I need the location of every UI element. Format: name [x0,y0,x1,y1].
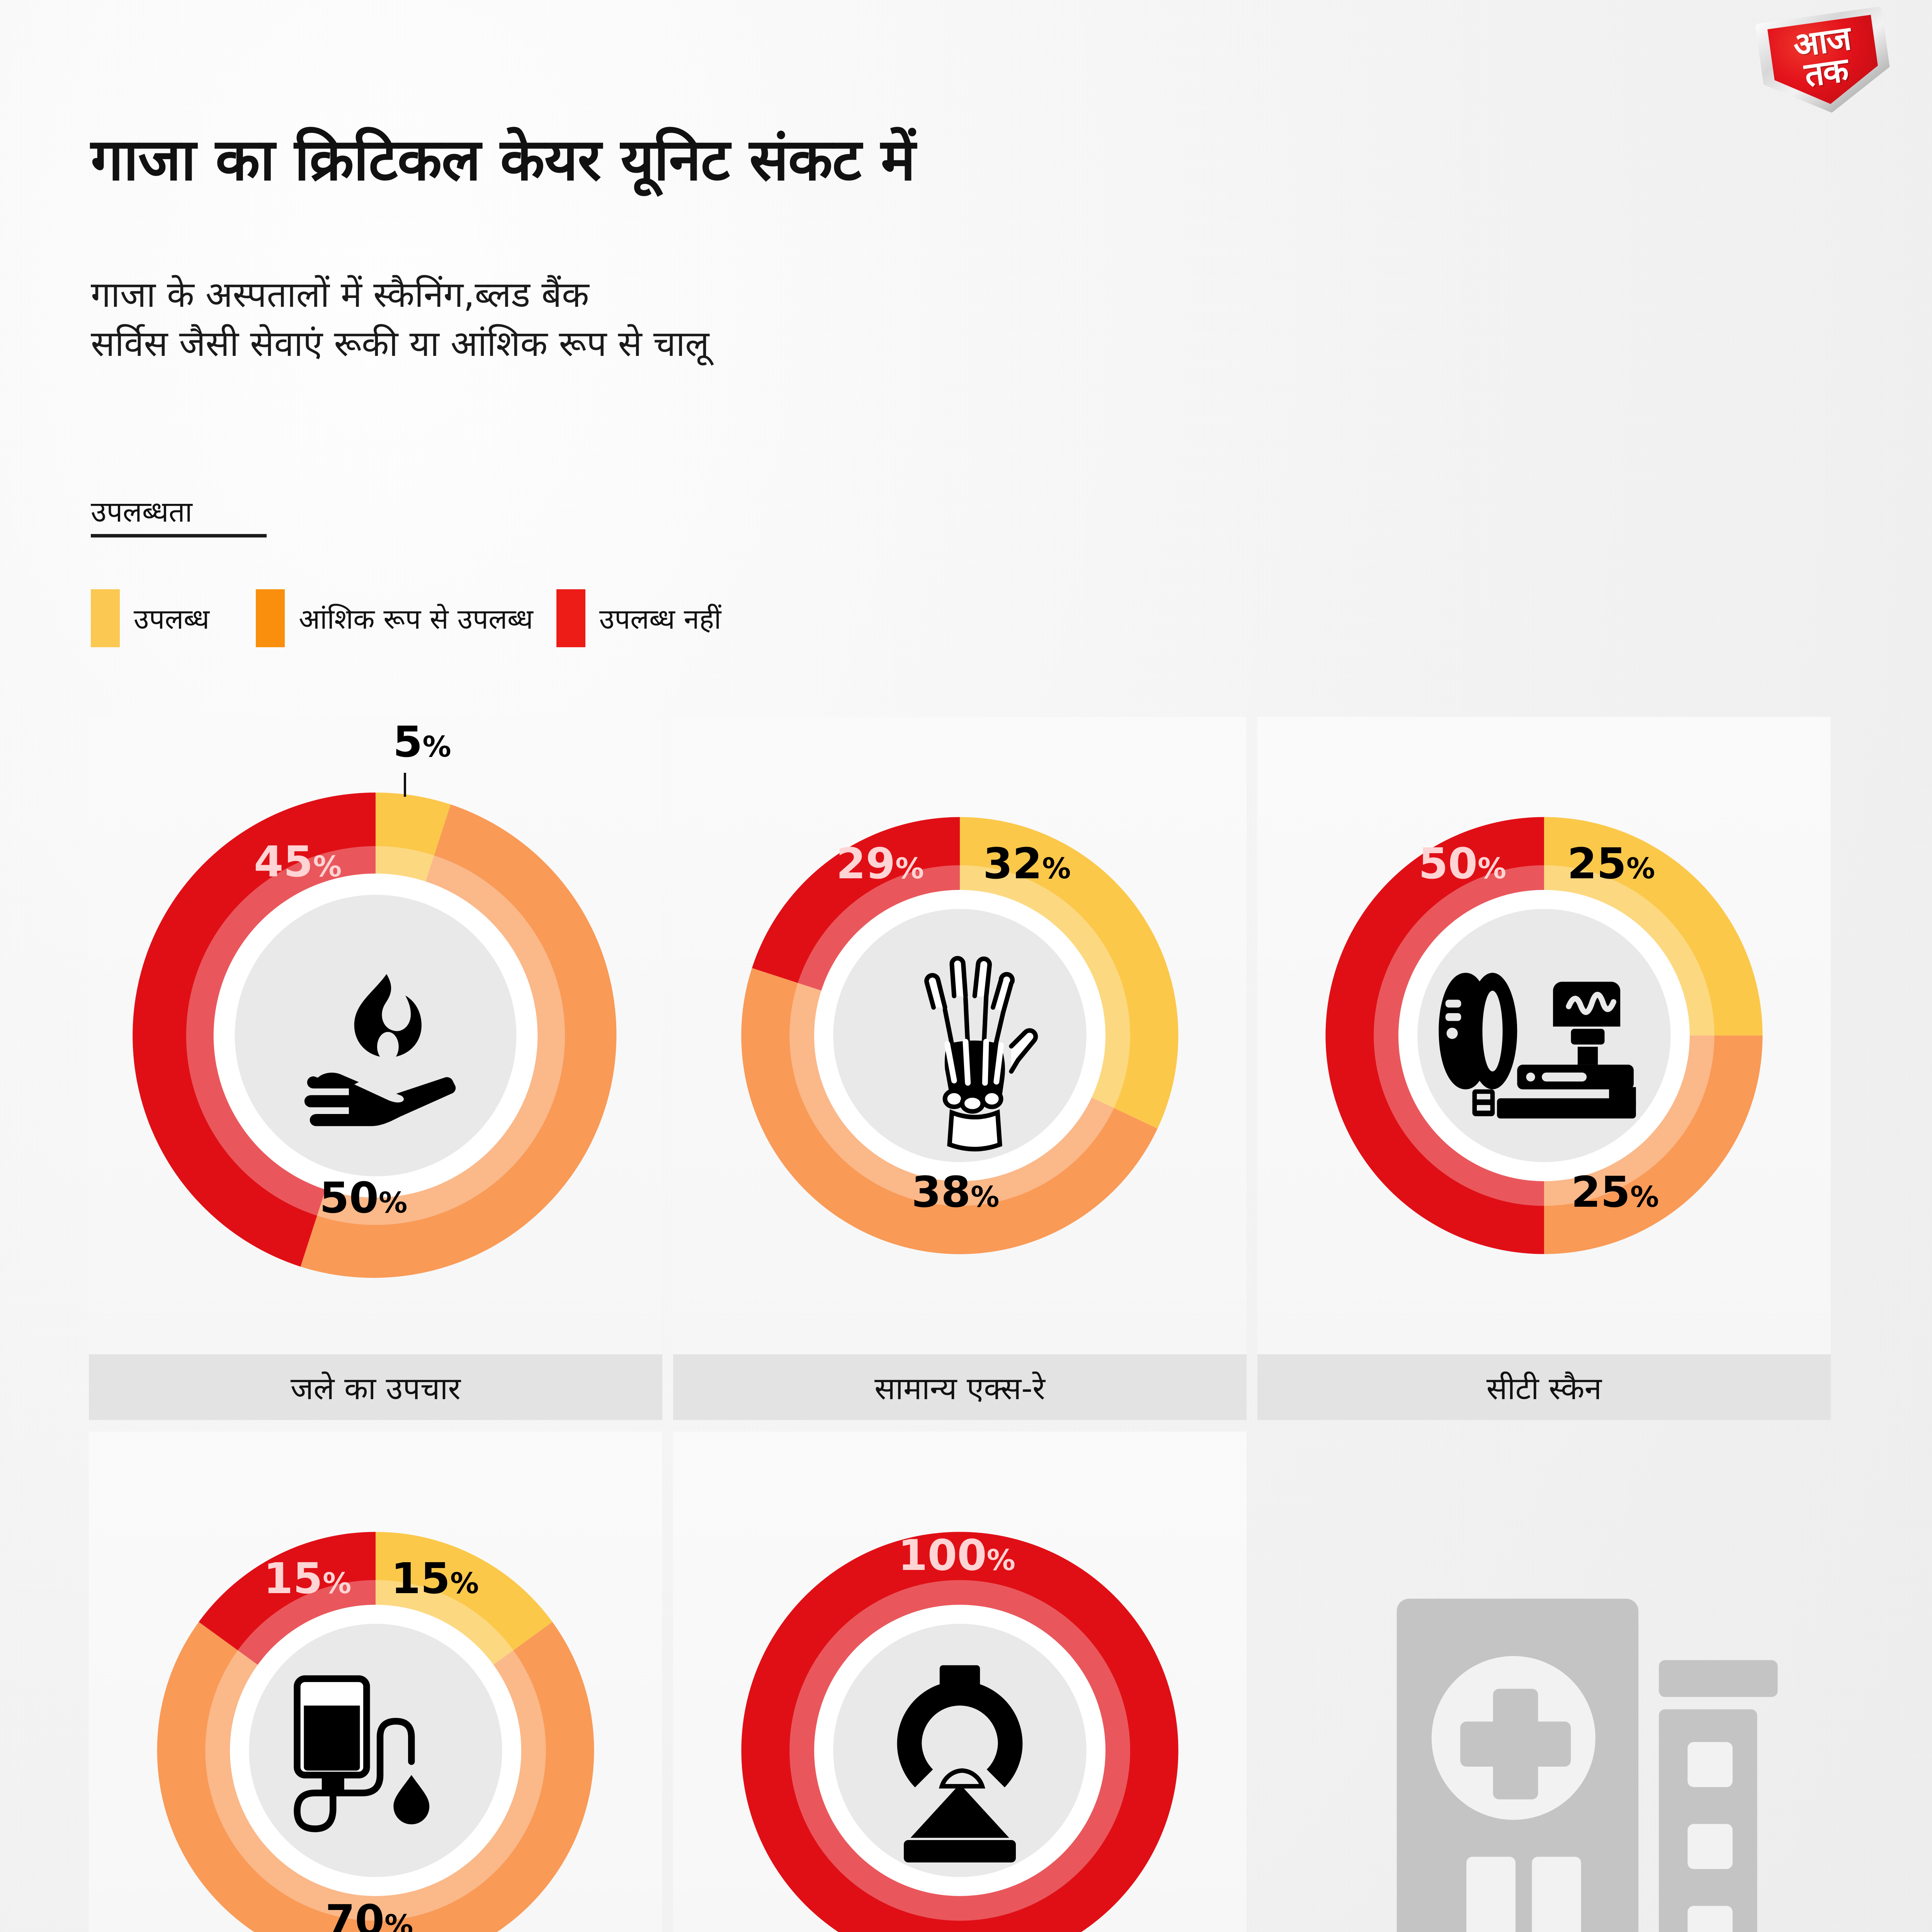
logo-text-line2: तक [1802,50,1850,95]
card-label-burn: जले का उपचार [290,1370,461,1406]
pct-partial-ct: 25% [1571,1167,1659,1217]
card-footer-ct: सीटी स्कैन [1257,1354,1831,1420]
donut-svg-mri [741,1532,1179,1932]
subtitle-line-2: सर्विस जैसी सेवाएं रूकी या आंशिक रूप से … [91,323,709,364]
mri-scanner-icon [897,1665,1023,1862]
subtitle-line-1: गाजा के अस्पतालों में स्कैनिंग,ब्लड बैंक [91,274,589,315]
xray-hand-icon [924,956,1038,1151]
chart-card-ct[interactable]: 25% 50% 25% सीटी स्कैन [1257,717,1831,1420]
legend-title: उपलब्धता [91,495,192,529]
legend-item-unavailable[interactable]: उपलब्ध नहीं [556,589,721,647]
ct-scanner-icon [1439,973,1636,1119]
donut-icon-plate [249,1624,502,1877]
chart-card-blood[interactable]: 15% 15% 70% ब्लड बैंक सर्विस [89,1432,662,1932]
chart-card-mri[interactable]: 100% एमआरआई [673,1432,1247,1932]
pct-partial-blood: 70% [325,1896,413,1932]
legend: उपलब्ध आंशिक रूप से उपलब्ध उपलब्ध नहीं [91,589,721,647]
legend-item-partial[interactable]: आंशिक रूप से उपलब्ध [256,589,533,647]
page-subtitle: गाजा के अस्पतालों में स्कैनिंग,ब्लड बैंक… [91,270,1366,369]
chart-grid: 5% 45% 50% जले का उपचार [89,717,1843,1932]
blood-bag-icon [294,1675,430,1832]
page-title: गाजा का क्रिटिकल केयर यूनिट संकट में [91,126,915,194]
hospital-decoration-area [1257,1432,1831,1932]
legend-label-unavailable: उपलब्ध नहीं [599,603,721,635]
pct-available-blood: 15% [391,1554,479,1603]
pct-unavailable-xray: 29% [836,839,924,888]
pct-available-burn: 5% [393,717,451,767]
hospital-building-icon [1396,1599,1778,1932]
legend-underline [91,534,267,538]
card-footer-xray: सामान्य एक्स-रे [673,1354,1247,1420]
pct-available-xray: 32% [983,839,1071,888]
legend-swatch-available [91,589,120,647]
donut-chart-mri: 100% [673,1432,1247,1932]
card-label-ct: सीटी स्कैन [1486,1370,1602,1406]
donut-icon-plate [833,909,1087,1162]
pct-unavailable-ct: 50% [1418,839,1507,888]
chart-row-1: 5% 45% 50% जले का उपचार [89,717,1843,1420]
leader-line-available-burn [404,773,406,797]
pct-available-ct: 25% [1567,839,1655,888]
legend-swatch-partial [256,589,285,647]
pct-unavailable-mri: 100% [898,1531,1015,1580]
legend-label-partial: आंशिक रूप से उपलब्ध [299,603,533,635]
burn-hand-icon [304,974,456,1126]
pct-unavailable-burn: 45% [254,837,342,886]
donut-chart-ct: 25% 50% 25% [1257,717,1831,1354]
donut-svg-burn [133,793,617,1278]
aaj-tak-logo: आज तक [1750,11,1905,119]
donut-chart-burn: 5% 45% 50% [89,717,662,1354]
donut-svg-xray [741,817,1179,1254]
pct-partial-xray: 38% [912,1167,1000,1217]
legend-header: उपलब्धता [91,495,267,538]
legend-item-available[interactable]: उपलब्ध [91,589,209,647]
legend-swatch-unavailable [556,589,585,647]
donut-chart-blood: 15% 15% 70% [89,1432,662,1932]
chart-card-empty [1257,1432,1831,1932]
donut-icon-plate [833,1624,1087,1877]
chart-card-xray[interactable]: 32% 29% 38% सामान्य एक्स-रे [673,717,1247,1420]
legend-label-available: उपलब्ध [134,603,210,635]
card-label-xray: सामान्य एक्स-रे [874,1370,1045,1406]
donut-svg-blood [157,1532,594,1932]
donut-svg-ct [1325,817,1763,1254]
pct-partial-burn: 50% [320,1173,408,1223]
card-footer-burn: जले का उपचार [89,1354,662,1420]
donut-chart-xray: 32% 29% 38% [673,717,1247,1354]
chart-card-burn[interactable]: 5% 45% 50% जले का उपचार [89,717,662,1420]
pct-unavailable-blood: 15% [264,1554,352,1603]
chart-row-2: 15% 15% 70% ब्लड बैंक सर्विस [89,1432,1843,1932]
